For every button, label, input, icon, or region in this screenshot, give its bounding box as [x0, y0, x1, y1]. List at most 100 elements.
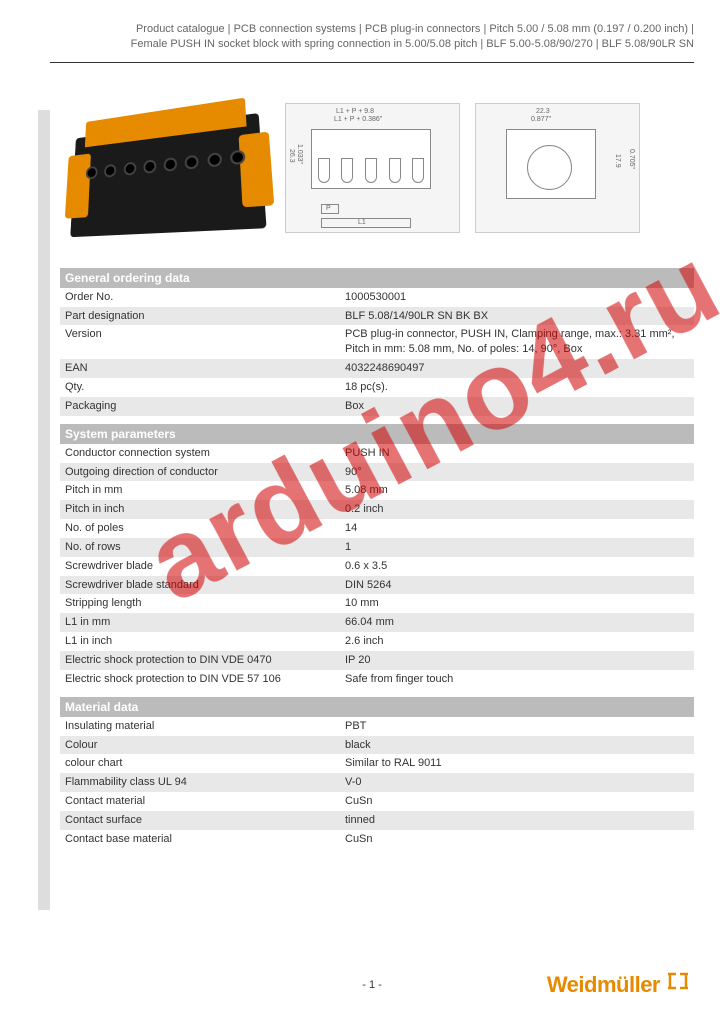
drawing-body [311, 129, 431, 189]
dim-label: 17.9 [614, 154, 621, 168]
data-value: 1 [345, 540, 689, 555]
technical-drawing-side: 22.3 0.877" 17.9 0.705" [475, 103, 640, 233]
data-label: Order No. [65, 290, 345, 305]
data-row: No. of rows1 [60, 538, 694, 557]
data-label: Stripping length [65, 596, 345, 611]
data-label: Contact material [65, 794, 345, 809]
section-header-material: Material data [60, 697, 694, 717]
hole [185, 154, 199, 169]
drawing-pole [318, 158, 330, 183]
data-value: 14 [345, 521, 689, 536]
data-value: 0.6 x 3.5 [345, 559, 689, 574]
data-row: VersionPCB plug-in connector, PUSH IN, C… [60, 325, 694, 359]
section-material: Insulating materialPBTColourblackcolour … [60, 717, 694, 849]
data-value: Box [345, 399, 689, 414]
connector-body [70, 113, 266, 237]
drawing-pole [412, 158, 424, 183]
breadcrumb-header: Product catalogue | PCB connection syste… [0, 0, 724, 59]
data-value: 66.04 mm [345, 615, 689, 630]
dim-label: 26.3 [288, 149, 295, 163]
drawing-detail-circle [527, 145, 572, 190]
data-label: colour chart [65, 756, 345, 771]
data-label: Part designation [65, 309, 345, 324]
end-cap-right [239, 131, 275, 207]
hole [230, 149, 246, 165]
page-number: - 1 - [362, 979, 382, 991]
section-header-general: General ordering data [60, 268, 694, 288]
data-label: Screwdriver blade [65, 559, 345, 574]
technical-drawing-front: L1 + P + 9.8 L1 + P + 0.386" 26.3 1.033"… [285, 103, 460, 233]
hole [123, 161, 136, 175]
hole [86, 166, 98, 180]
data-label: Version [65, 327, 345, 357]
data-row: Stripping length10 mm [60, 594, 694, 613]
brand-logo: Weidmüller [547, 970, 694, 999]
data-row: Contact base materialCuSn [60, 830, 694, 849]
section-header-system: System parameters [60, 424, 694, 444]
data-row: L1 in mm66.04 mm [60, 613, 694, 632]
hole [143, 159, 156, 174]
data-value: PBT [345, 719, 689, 734]
dim-label: 22.3 [536, 108, 550, 115]
data-label: EAN [65, 361, 345, 376]
data-value: IP 20 [345, 653, 689, 668]
data-value: 18 pc(s). [345, 380, 689, 395]
data-row: Conductor connection systemPUSH IN [60, 444, 694, 463]
dim-label: L1 [358, 219, 366, 226]
data-row: Electric shock protection to DIN VDE 047… [60, 651, 694, 670]
data-value: PUSH IN [345, 446, 689, 461]
data-value: tinned [345, 813, 689, 828]
dim-label: 0.705" [628, 149, 635, 169]
connector-holes [86, 149, 246, 179]
drawing-pole [341, 158, 353, 183]
data-label: L1 in mm [65, 615, 345, 630]
data-row: PackagingBox [60, 397, 694, 416]
brand-text: Weidmüller [547, 972, 660, 998]
data-value: 4032248690497 [345, 361, 689, 376]
drawing-pole [365, 158, 377, 183]
hole [104, 164, 116, 178]
drawing-body [506, 129, 596, 199]
data-row: Insulating materialPBT [60, 717, 694, 736]
brand-icon [666, 970, 694, 999]
data-row: Screwdriver blade0.6 x 3.5 [60, 557, 694, 576]
data-row: No. of poles14 [60, 519, 694, 538]
data-label: Electric shock protection to DIN VDE 047… [65, 653, 345, 668]
data-value: 5.08 mm [345, 483, 689, 498]
footer: - 1 - Weidmüller [50, 970, 694, 999]
dim-label: L1 + P + 0.386" [334, 116, 382, 123]
data-row: Contact materialCuSn [60, 792, 694, 811]
data-label: Packaging [65, 399, 345, 414]
data-label: No. of poles [65, 521, 345, 536]
hole [164, 157, 177, 172]
data-row: Pitch in inch0.2 inch [60, 500, 694, 519]
data-row: EAN4032248690497 [60, 359, 694, 378]
breadcrumb-line2: Female PUSH IN socket block with spring … [50, 37, 694, 52]
dim-label: L1 + P + 9.8 [336, 108, 374, 115]
section-system: Conductor connection systemPUSH INOutgoi… [60, 444, 694, 689]
data-label: Pitch in mm [65, 483, 345, 498]
data-value: V-0 [345, 775, 689, 790]
data-row: Colourblack [60, 736, 694, 755]
data-label: Contact surface [65, 813, 345, 828]
data-value: 10 mm [345, 596, 689, 611]
data-value: 0.2 inch [345, 502, 689, 517]
left-margin-bar [38, 110, 50, 910]
data-row: colour chartSimilar to RAL 9011 [60, 754, 694, 773]
data-row: Qty.18 pc(s). [60, 378, 694, 397]
data-label: No. of rows [65, 540, 345, 555]
data-value: 1000530001 [345, 290, 689, 305]
data-label: Conductor connection system [65, 446, 345, 461]
data-value: black [345, 738, 689, 753]
hole [207, 152, 222, 167]
main-content: L1 + P + 9.8 L1 + P + 0.386" 26.3 1.033"… [60, 63, 694, 849]
data-value: CuSn [345, 832, 689, 847]
data-label: Electric shock protection to DIN VDE 57 … [65, 672, 345, 687]
data-label: Contact base material [65, 832, 345, 847]
data-row: Contact surfacetinned [60, 811, 694, 830]
data-value: Safe from finger touch [345, 672, 689, 687]
data-row: Flammability class UL 94V-0 [60, 773, 694, 792]
product-photo [60, 93, 270, 243]
image-row: L1 + P + 9.8 L1 + P + 0.386" 26.3 1.033"… [60, 93, 694, 243]
data-label: Pitch in inch [65, 502, 345, 517]
